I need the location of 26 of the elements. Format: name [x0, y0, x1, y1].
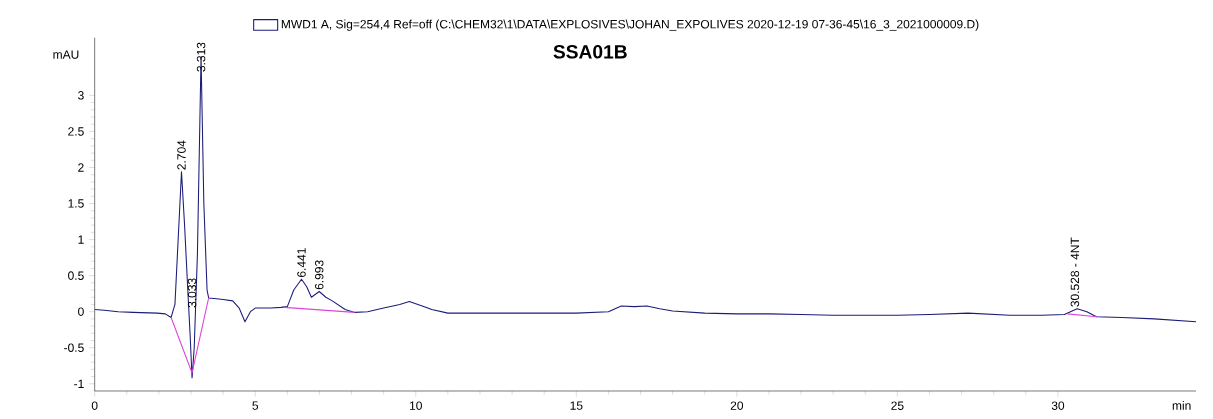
x-tick-label: 20	[730, 401, 744, 410]
x-tick-label: 25	[891, 401, 904, 410]
legend-label: MWD1 A, Sig=254,4 Ref=off (C:\CHEM32\1\DATA\EXPLOSIVES\JOHAN_EXPOLIVES 2020-12-19 07-36-45\16_3_2021000009.D)	[281, 19, 979, 31]
y-tick-label: 1	[78, 235, 84, 244]
y-tick-label: 0	[78, 307, 84, 316]
x-tick-label: 10	[410, 401, 422, 410]
annotation: 6.993	[314, 260, 324, 290]
x-tick-label: 15	[570, 401, 583, 410]
annotation: 30.528 - 4NT	[1070, 237, 1080, 307]
y-tick-label: -0.5	[64, 343, 84, 352]
x-tick-label: 30	[1051, 401, 1065, 410]
y-axis-title: mAU	[53, 50, 79, 59]
y-tick-label: 2	[78, 163, 84, 172]
y-tick-label: -1	[74, 379, 84, 388]
chart-title: SSA01B	[553, 44, 627, 59]
y-tick-label: 3	[78, 91, 84, 100]
x-axis-title: min	[1172, 401, 1191, 410]
y-tick-label: 2.5	[68, 127, 84, 136]
annotation: 3.033	[187, 278, 197, 308]
annotation: 2.704	[177, 140, 186, 170]
annotation: 6.441	[297, 248, 306, 278]
y-tick-label: 1.5	[68, 199, 84, 208]
x-tick-label: 5	[252, 401, 259, 410]
y-tick-label: 0.5	[68, 271, 84, 280]
x-tick-label: 0	[91, 401, 98, 410]
annotation: 3.313	[196, 42, 206, 72]
